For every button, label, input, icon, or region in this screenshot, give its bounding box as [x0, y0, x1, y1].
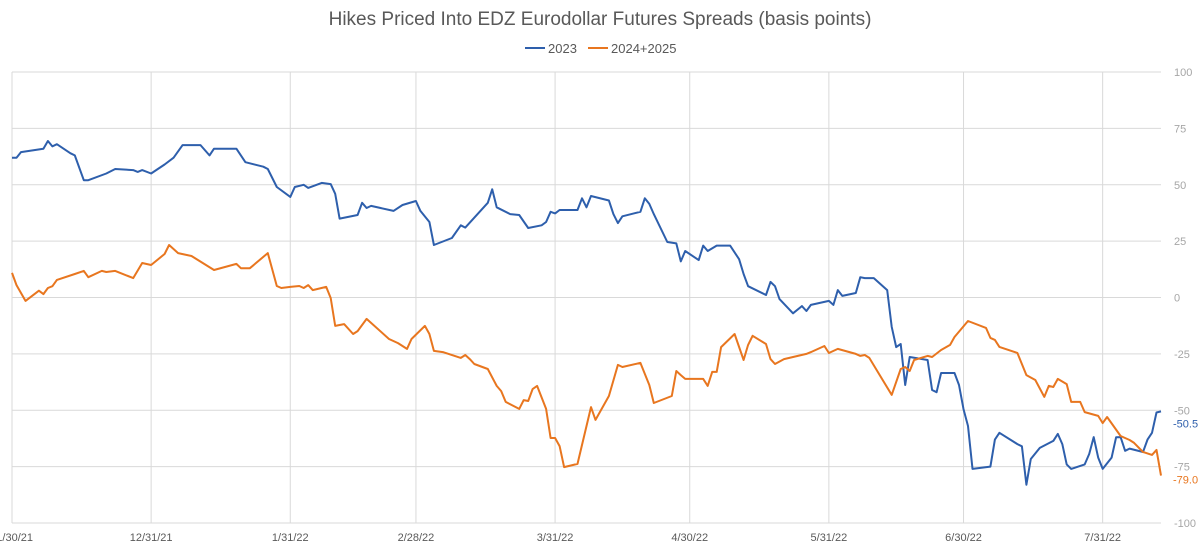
x-axis-ticks: 11/30/21 12/31/21 1/31/22 2/28/22 3/31/22 4/3…	[0, 532, 1121, 544]
y-axis-ticks: 100 75 50 25 0 -25 -50 -75 -100	[1174, 67, 1196, 530]
gridlines	[11, 71, 1161, 524]
x-tick-label: 1/31/22	[272, 532, 309, 544]
x-tick-label: 11/30/21	[0, 532, 33, 544]
end-label-2023: -50.5	[1173, 418, 1198, 430]
series-lines	[11, 140, 1162, 486]
y-tick-label: -100	[1174, 518, 1196, 530]
legend-label-2023: 2023	[548, 41, 577, 56]
end-label-2024-2025: -79.0	[1173, 475, 1198, 487]
legend: 2023 2024+2025	[525, 41, 676, 56]
x-tick-label: 4/30/22	[671, 532, 708, 544]
series-line-2024-2025	[11, 244, 1162, 476]
y-tick-label: -25	[1174, 349, 1190, 361]
y-tick-label: -50	[1174, 405, 1190, 417]
end-value-labels: -50.5 -79.0	[1173, 418, 1198, 486]
legend-label-2024-2025: 2024+2025	[611, 41, 676, 56]
y-tick-label: 25	[1174, 236, 1186, 248]
series-line-2023	[12, 140, 1162, 486]
y-tick-label: 50	[1174, 180, 1186, 192]
y-tick-label: 100	[1174, 67, 1192, 79]
x-tick-label: 6/30/22	[945, 532, 982, 544]
y-tick-label: 0	[1174, 293, 1180, 305]
x-tick-label: 2/28/22	[398, 532, 435, 544]
y-tick-label: -75	[1174, 462, 1190, 474]
chart-title: Hikes Priced Into EDZ Eurodollar Futures…	[329, 9, 872, 30]
y-tick-label: 75	[1174, 123, 1186, 135]
x-tick-label: 7/31/22	[1084, 532, 1121, 544]
x-tick-label: 3/31/22	[537, 532, 574, 544]
x-tick-label: 5/31/22	[811, 532, 848, 544]
x-tick-label: 12/31/21	[130, 532, 173, 544]
